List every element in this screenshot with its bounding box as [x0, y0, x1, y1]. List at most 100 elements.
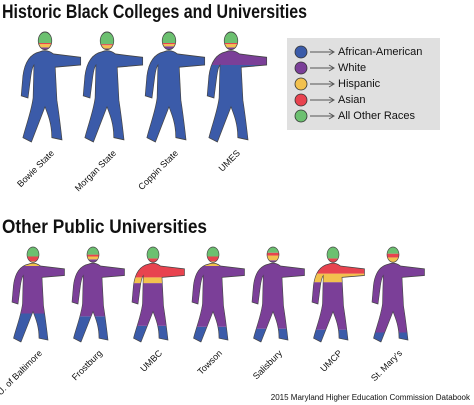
figure-outline	[144, 50, 206, 143]
figure-outline	[99, 31, 115, 51]
figure	[131, 246, 185, 343]
category-label: Towson	[195, 348, 224, 377]
race-band	[72, 247, 125, 255]
race-band	[252, 247, 305, 253]
race-band	[207, 43, 267, 45]
figure-fill	[207, 32, 267, 142]
figure	[82, 31, 144, 143]
category-label: St. Mary's	[369, 348, 405, 384]
legend-swatch	[294, 45, 308, 59]
figure-outline	[146, 246, 160, 263]
figure-outline	[266, 246, 280, 263]
figure-outline	[191, 262, 245, 343]
figure-fill	[252, 247, 305, 342]
legend-label: Hispanic	[338, 78, 381, 90]
legend-label: White	[338, 62, 366, 74]
race-band	[192, 247, 245, 257]
figure	[371, 246, 425, 343]
figure-fill	[312, 247, 365, 342]
figure-outline	[371, 262, 425, 343]
figure	[11, 246, 65, 343]
race-band	[132, 258, 185, 278]
figure-outline	[37, 31, 53, 51]
race-band	[207, 65, 267, 142]
figure-outline	[20, 50, 82, 143]
race-band	[372, 247, 425, 254]
figure-fill	[145, 32, 205, 142]
race-band	[132, 277, 185, 284]
category-label: Morgan State	[73, 148, 118, 193]
legend-arrow	[328, 80, 335, 88]
legend-swatch	[294, 109, 308, 123]
race-band	[12, 247, 65, 257]
race-band	[145, 44, 205, 47]
legend-label: Asian	[338, 94, 366, 106]
race-band	[372, 253, 425, 258]
race-band	[72, 254, 125, 257]
figure-fill	[132, 247, 185, 342]
figure-outline	[161, 31, 177, 51]
figure-fill	[12, 247, 65, 342]
race-band	[21, 43, 81, 45]
legend-swatch	[294, 61, 308, 75]
figure-fill	[192, 247, 245, 342]
figure	[206, 31, 268, 143]
figure	[144, 31, 206, 143]
category-label: Coppin State	[136, 148, 180, 192]
race-band	[312, 247, 365, 259]
race-band	[145, 48, 205, 142]
race-band	[252, 328, 305, 342]
figure-fill	[83, 32, 143, 142]
figure-outline	[86, 246, 100, 263]
figure	[191, 246, 245, 343]
race-band	[372, 257, 425, 263]
figure-outline	[71, 262, 125, 343]
race-band	[207, 47, 267, 65]
figure	[251, 246, 305, 343]
figure-outline	[131, 262, 185, 343]
legend-arrow	[328, 112, 335, 120]
figure-outline	[311, 262, 365, 343]
figure-outline	[326, 246, 340, 263]
race-band	[312, 329, 365, 342]
legend-label: All Other Races	[338, 110, 416, 122]
source-note: 2015 Maryland Higher Education Commissio…	[271, 393, 471, 402]
category-label: Salisbury	[251, 348, 285, 382]
figure-outline	[82, 50, 144, 143]
race-band	[72, 256, 125, 260]
figure-outline	[11, 262, 65, 343]
category-label: UMBC	[138, 348, 164, 374]
race-band	[372, 332, 425, 342]
figure	[311, 246, 365, 343]
legend-arrow	[328, 64, 335, 72]
category-label: U. of Baltimore	[0, 348, 44, 397]
figure-outline	[251, 262, 305, 343]
race-band	[132, 247, 185, 259]
race-band	[145, 32, 205, 43]
category-label: UMES	[217, 148, 242, 173]
figure-fill	[72, 247, 125, 342]
race-band	[252, 255, 305, 261]
figure-outline	[26, 246, 40, 263]
category-label: Bowie State	[15, 148, 56, 189]
figure	[20, 31, 82, 143]
category-label: Frostburg	[70, 348, 104, 382]
race-band	[145, 43, 205, 45]
figure-outline	[386, 246, 400, 263]
race-band	[192, 266, 245, 327]
chart-title: Other Public Universities	[2, 217, 207, 238]
race-band	[21, 44, 81, 48]
figure-outline	[206, 246, 220, 263]
race-band	[207, 32, 267, 43]
race-band	[132, 325, 185, 342]
figure	[71, 246, 125, 343]
figure-fill	[372, 247, 425, 342]
race-band	[83, 48, 143, 50]
race-band	[252, 260, 305, 329]
category-label: UMCP	[318, 348, 344, 374]
race-band	[21, 32, 81, 43]
legend-label: African-American	[338, 46, 422, 58]
race-band	[12, 313, 65, 342]
race-band	[207, 44, 267, 48]
figure-outline	[206, 50, 268, 143]
